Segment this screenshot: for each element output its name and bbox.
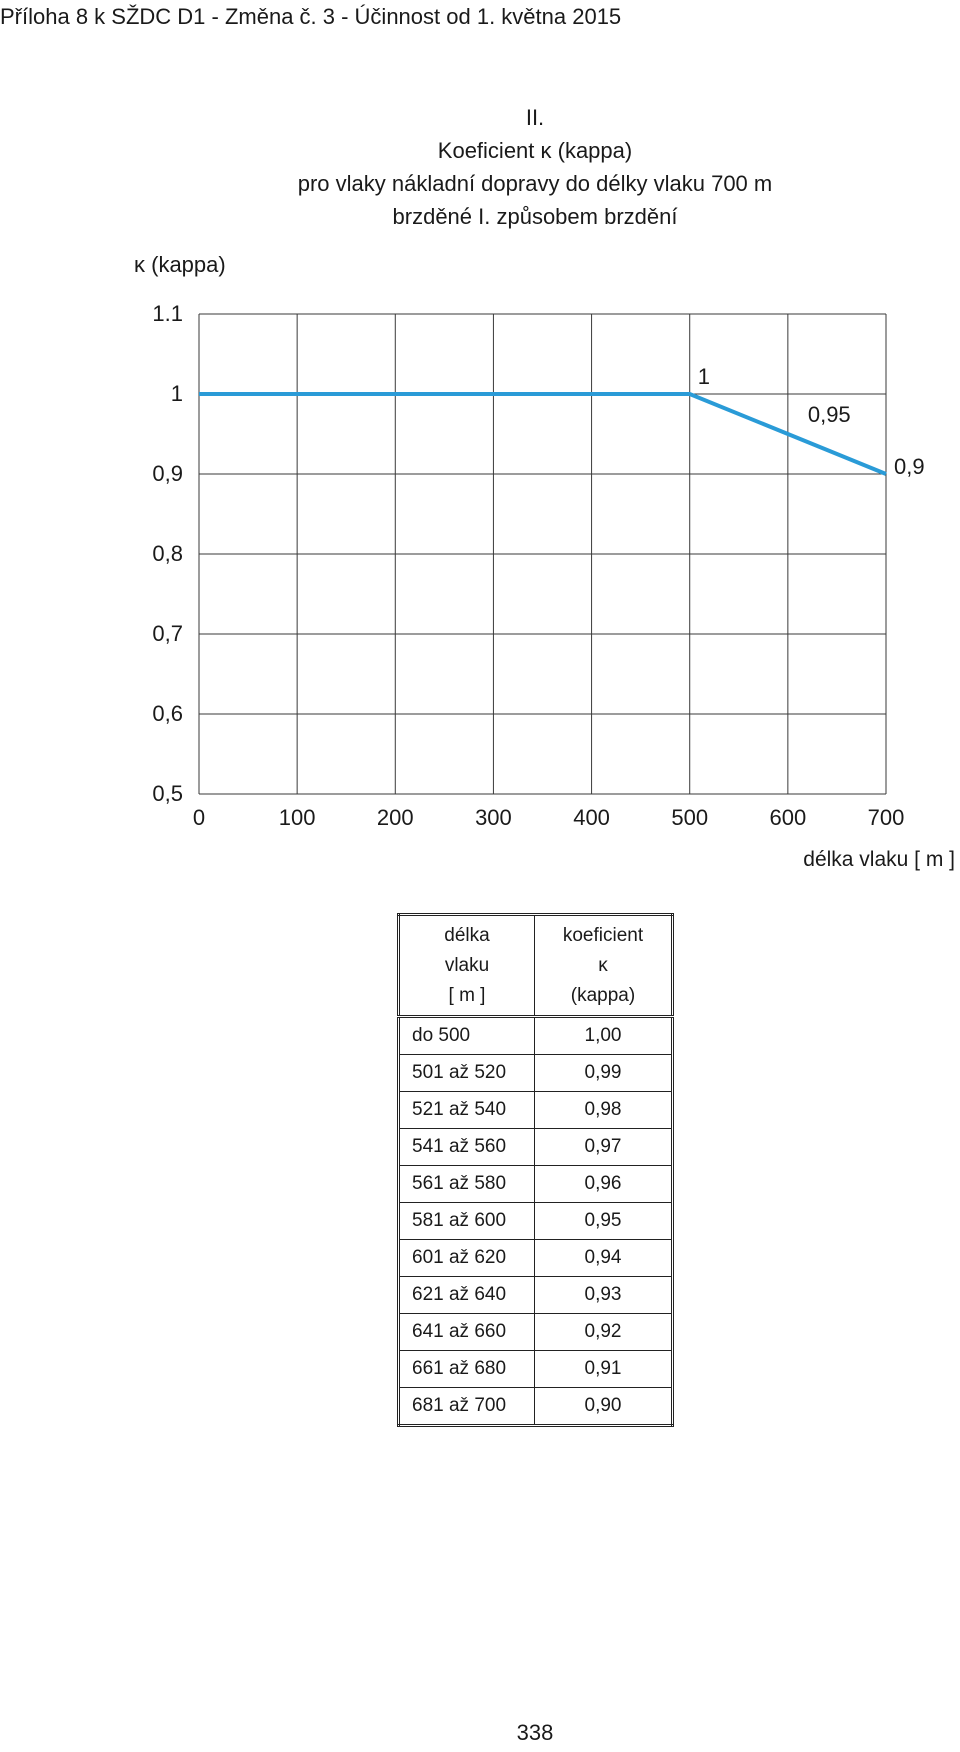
table-row: 621 až 640 0,93 (398, 1276, 673, 1314)
cell-length: do 500 (398, 1016, 535, 1055)
header-text: vlaku (444, 954, 490, 976)
x-axis-label: délka vlaku [ m ] (803, 848, 955, 871)
cell-kappa: 0,97 (534, 1128, 673, 1166)
cell-length: 601 až 620 (398, 1239, 535, 1277)
cell-kappa: 0,90 (534, 1387, 673, 1426)
table-row: 601 až 620 0,94 (398, 1239, 673, 1277)
data-label: 1 (698, 364, 710, 389)
cell-kappa: 0,96 (534, 1165, 673, 1203)
title-line: brzděné I. způsobem brzdění (392, 204, 678, 229)
y-tick-label: 0,8 (152, 541, 183, 566)
x-tick-label: 200 (377, 805, 414, 830)
cell-length: 641 až 660 (398, 1313, 535, 1351)
table-row: 661 až 680 0,91 (398, 1350, 673, 1388)
cell-kappa: 1,00 (534, 1016, 673, 1055)
y-tick-label: 0,6 (152, 701, 183, 726)
kappa-table: délka vlaku [ m ] koeficient κ (kappa) d… (397, 913, 674, 1427)
header-text: koeficient (562, 924, 644, 946)
cell-kappa: 0,94 (534, 1239, 673, 1277)
column-header-length: délka vlaku [ m ] (398, 914, 535, 1017)
title-line: pro vlaky nákladní dopravy do délky vlak… (297, 171, 773, 196)
header-text: délka (444, 924, 490, 946)
header-text: κ (598, 954, 608, 976)
cell-kappa: 0,99 (534, 1054, 673, 1092)
series-line (199, 392, 887, 476)
y-axis-label: κ (kappa) (134, 252, 226, 277)
cell-length: 621 až 640 (398, 1276, 535, 1314)
cell-kappa: 0,95 (534, 1202, 673, 1240)
y-tick-label: 1.1 (152, 301, 183, 326)
y-tick-label: 0,7 (152, 621, 183, 646)
table-row: 641 až 660 0,92 (398, 1313, 673, 1351)
cell-length: 581 až 600 (398, 1202, 535, 1240)
page-header: Příloha 8 k SŽDC D1 - Změna č. 3 - Účinn… (0, 4, 622, 29)
cell-kappa: 0,98 (534, 1091, 673, 1129)
data-label: 0,9 (894, 454, 925, 479)
header-text: (kappa) (570, 984, 636, 1006)
x-tick-label: 600 (769, 805, 806, 830)
table-row: do 500 1,00 (398, 1016, 673, 1055)
data-label: 0,95 (808, 402, 851, 427)
x-tick-label: 500 (671, 805, 708, 830)
title-line: Koeficient κ (kappa) (437, 138, 633, 163)
x-tick-label: 300 (475, 805, 512, 830)
cell-length: 661 až 680 (398, 1350, 535, 1388)
table-row: 501 až 520 0,99 (398, 1054, 673, 1092)
cell-length: 681 až 700 (398, 1387, 535, 1426)
title-line: II. (525, 105, 545, 130)
cell-length: 541 až 560 (398, 1128, 535, 1166)
cell-kappa: 0,93 (534, 1276, 673, 1314)
cell-length: 501 až 520 (398, 1054, 535, 1092)
x-tick-label: 0 (193, 805, 205, 830)
chart-title: II. Koeficient κ (kappa) pro vlaky nákla… (0, 101, 960, 233)
x-tick-label: 400 (573, 805, 610, 830)
cell-kappa: 0,92 (534, 1313, 673, 1351)
x-tick-label: 100 (279, 805, 316, 830)
table-row: 561 až 580 0,96 (398, 1165, 673, 1203)
table-header-row: délka vlaku [ m ] koeficient κ (kappa) (398, 914, 673, 1017)
x-tick-label: 700 (868, 805, 905, 830)
cell-kappa: 0,91 (534, 1350, 673, 1388)
y-tick-label: 0,9 (152, 461, 183, 486)
cell-length: 521 až 540 (398, 1091, 535, 1129)
table-row: 541 až 560 0,97 (398, 1128, 673, 1166)
y-tick-label: 1 (171, 381, 183, 406)
kappa-chart: 0,5 0,6 0,7 0,8 0,9 1 1.1 0 100 200 300 400 500 600 70… (134, 252, 955, 871)
table-row: 521 až 540 0,98 (398, 1091, 673, 1129)
cell-length: 561 až 580 (398, 1165, 535, 1203)
column-header-coefficient: koeficient κ (kappa) (534, 914, 673, 1017)
table-row: 681 až 700 0,90 (398, 1387, 673, 1426)
y-tick-label: 0,5 (152, 781, 183, 806)
page-number: 338 (516, 1720, 554, 1745)
header-text: [ m ] (448, 984, 486, 1006)
table-row: 581 až 600 0,95 (398, 1202, 673, 1240)
